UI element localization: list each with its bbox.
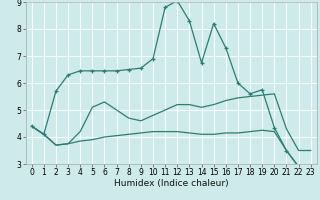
X-axis label: Humidex (Indice chaleur): Humidex (Indice chaleur) bbox=[114, 179, 228, 188]
